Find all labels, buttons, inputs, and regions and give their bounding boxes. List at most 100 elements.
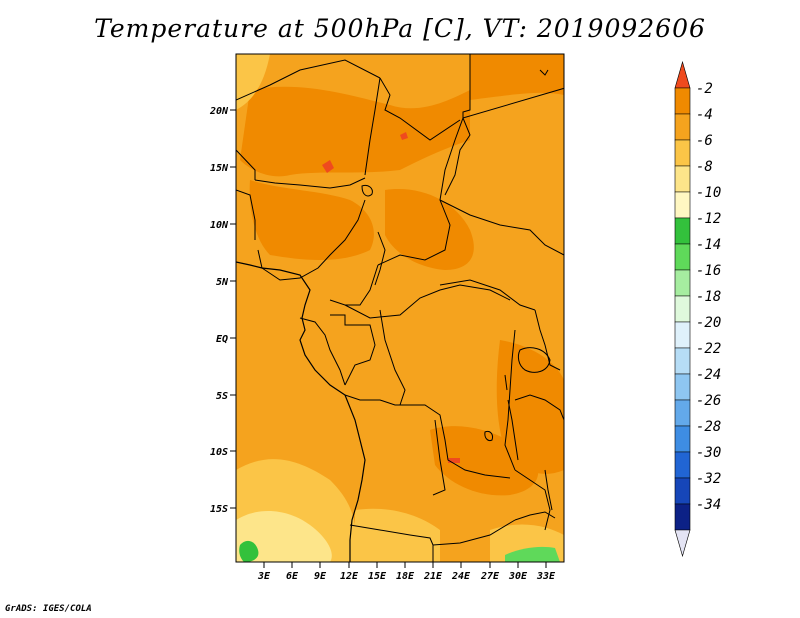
lat-label: 10S bbox=[210, 447, 228, 458]
field-region-north-orange bbox=[240, 86, 470, 177]
lat-axis: 20N 15N 10N 5N EQ 5S 10S 15S bbox=[209, 106, 236, 515]
field-region-southeast-green bbox=[505, 546, 560, 562]
colorbar-segment bbox=[674, 243, 691, 271]
colorbar-label: -16 bbox=[696, 263, 721, 279]
colorbar-segment bbox=[674, 347, 691, 375]
colorbar-segment bbox=[674, 165, 691, 193]
colorbar-segment bbox=[674, 477, 691, 505]
lake-kivu bbox=[504, 374, 508, 391]
colorbar-label: -2 bbox=[696, 81, 713, 97]
border-libya-chad bbox=[379, 77, 461, 141]
colorbar-segment bbox=[674, 139, 691, 167]
field-spot-1 bbox=[322, 160, 334, 173]
colorbar-segment bbox=[674, 399, 691, 427]
colorbar-segment bbox=[674, 425, 691, 453]
colorbar-label: -34 bbox=[696, 497, 721, 513]
colorbar-segment bbox=[674, 113, 691, 141]
border-niger-nigeria bbox=[254, 177, 366, 189]
lake-chad bbox=[361, 185, 373, 197]
border-sudan-east bbox=[444, 117, 471, 196]
field-region-west-orange bbox=[249, 180, 374, 260]
lat-label: 10N bbox=[210, 220, 229, 231]
lon-label: 15E bbox=[368, 571, 387, 582]
colorbar-label: -10 bbox=[696, 185, 721, 201]
border-benin bbox=[236, 189, 256, 240]
lon-label: 27E bbox=[480, 571, 500, 582]
lon-label: 18E bbox=[396, 571, 415, 582]
border-angola-zambia bbox=[432, 419, 446, 496]
colorbar-label: -32 bbox=[696, 471, 721, 487]
field-region-southwest-green bbox=[239, 540, 259, 562]
border-chad-car bbox=[329, 264, 379, 306]
lat-label: 15S bbox=[210, 504, 228, 515]
border-southsudan-drc bbox=[439, 279, 536, 311]
border-sudan-southsudan bbox=[439, 199, 564, 256]
colorbar-label: -22 bbox=[696, 341, 721, 357]
colorbar-segment bbox=[674, 60, 691, 89]
field-region-southwest-pale bbox=[236, 510, 332, 562]
border-gabon-coast bbox=[299, 317, 346, 386]
lat-label: EQ bbox=[216, 334, 228, 345]
border-kenya-uganda bbox=[534, 309, 561, 371]
colorbar-segment bbox=[674, 191, 691, 219]
lake-victoria bbox=[517, 347, 551, 373]
lon-label: 21E bbox=[423, 571, 443, 582]
colorbar-segment bbox=[674, 503, 691, 531]
colorbar-label: -8 bbox=[696, 159, 713, 175]
lat-label: 20N bbox=[209, 106, 229, 117]
temperature-field bbox=[236, 54, 564, 562]
colorbar-label: -12 bbox=[696, 211, 721, 227]
map-title: Temperature at 500hPa [C], VT: 201909260… bbox=[94, 14, 706, 43]
border-niger-chad bbox=[364, 77, 381, 176]
border-drc-west bbox=[379, 309, 406, 406]
colorbar-label: -28 bbox=[696, 419, 721, 435]
colorbar-segment bbox=[674, 87, 691, 115]
colorbar-label: -6 bbox=[696, 133, 713, 149]
border-drc-angola bbox=[344, 394, 511, 479]
colorbar-label: -14 bbox=[696, 237, 721, 253]
colorbar-label: -24 bbox=[696, 367, 721, 383]
field-region-central-orange bbox=[385, 189, 474, 270]
colorbar-label: -26 bbox=[696, 393, 721, 409]
colorbar-segment bbox=[674, 295, 691, 323]
lat-label: 5N bbox=[216, 277, 229, 288]
colorbar-label: -4 bbox=[696, 107, 713, 123]
border-angola-namibia bbox=[349, 524, 434, 546]
field-region-south-orange bbox=[430, 426, 539, 496]
border-nigeria-cameroon bbox=[257, 199, 366, 281]
border-zambia-namibia bbox=[432, 519, 516, 546]
lon-label: 9E bbox=[314, 571, 327, 582]
field-spot-2 bbox=[400, 132, 408, 140]
colorbar-label: -30 bbox=[696, 445, 721, 461]
border-zimbabwe bbox=[514, 511, 556, 521]
border-mali-niger bbox=[236, 149, 256, 180]
lon-axis: 3E 6E 9E 12E 15E 18E 21E 24E 27E 30E 33E bbox=[257, 562, 556, 582]
lake-tanganyika bbox=[507, 399, 519, 461]
lon-label: 33E bbox=[536, 571, 556, 582]
lake-malawi bbox=[544, 469, 553, 511]
colorbar-segment bbox=[674, 373, 691, 401]
map-frame bbox=[235, 53, 565, 563]
nile-river bbox=[539, 69, 549, 76]
grads-credit: GrADS: IGES/COLA bbox=[5, 604, 92, 614]
border-algeria-niger bbox=[236, 59, 381, 101]
lat-label: 5S bbox=[216, 391, 228, 402]
border-zambia-mozambique bbox=[514, 469, 551, 531]
country-borders bbox=[236, 54, 564, 562]
field-region-south-yellow bbox=[355, 508, 440, 562]
colorbar-segment bbox=[674, 451, 691, 479]
border-chad-sudan bbox=[377, 117, 464, 266]
lake-mweru bbox=[484, 431, 493, 441]
colorbar-segment bbox=[674, 269, 691, 297]
colorbar-segment bbox=[674, 529, 691, 558]
lon-label: 30E bbox=[508, 571, 528, 582]
lon-label: 12E bbox=[340, 571, 359, 582]
colorbar-segment bbox=[674, 217, 691, 245]
border-car-drc bbox=[344, 284, 511, 319]
colorbar: -2 -4 -6 -8 -10 -12 -14 -16 -18 -20 -22 -24 -26 -28 -3… bbox=[674, 60, 721, 558]
lon-label: 3E bbox=[257, 571, 271, 582]
coastline-west-africa bbox=[236, 261, 366, 562]
lon-label: 24E bbox=[451, 571, 471, 582]
field-region-east-orange bbox=[496, 340, 564, 474]
